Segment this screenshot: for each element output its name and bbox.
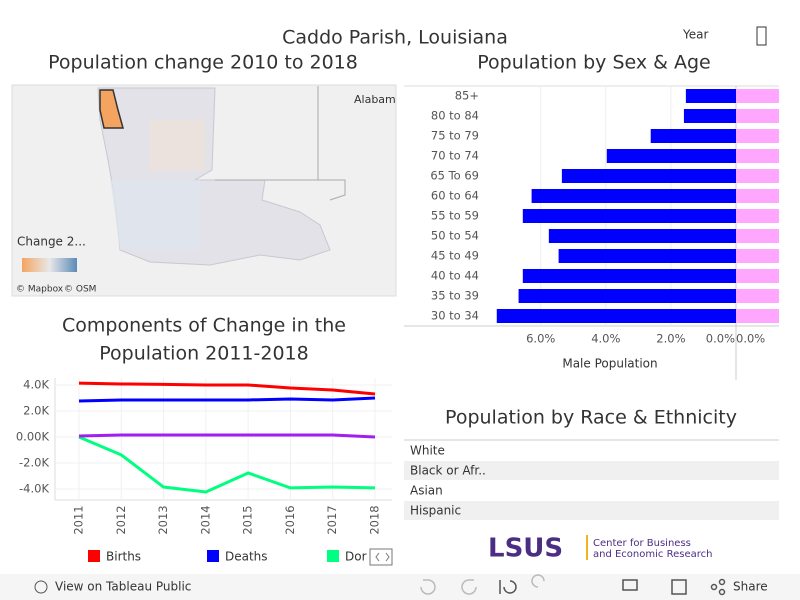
y-tick-label: 85+ bbox=[455, 89, 479, 103]
y-tick-label: 35 to 39 bbox=[431, 289, 479, 303]
chart-title: Population 2011-2018 bbox=[99, 343, 308, 365]
female-bar bbox=[736, 289, 779, 303]
legend-label: Deaths bbox=[225, 550, 268, 564]
logo-name: LSUS bbox=[488, 534, 563, 564]
x-tick-label: 2012 bbox=[114, 505, 128, 534]
female-bar bbox=[736, 309, 779, 323]
map[interactable]: Alabam Change 2... © Mapbox © OSM bbox=[11, 84, 397, 297]
female-bar bbox=[736, 189, 779, 203]
dashboard-title: Caddo Parish, Louisiana bbox=[282, 27, 508, 49]
legend-swatch bbox=[327, 550, 339, 562]
x-axis-label: Male Population bbox=[562, 357, 657, 371]
male-bar bbox=[683, 109, 736, 123]
female-bar bbox=[736, 149, 779, 163]
race-title: Population by Race & Ethnicity bbox=[445, 407, 737, 429]
x-tick-label: 2014 bbox=[198, 505, 212, 534]
race-row: Black or Afr.. bbox=[410, 464, 486, 478]
logo-text: Center for Business bbox=[593, 538, 691, 549]
male-bar bbox=[561, 169, 736, 183]
y-tick-label: 0.00K bbox=[16, 429, 50, 443]
x-tick-label: 2.0% bbox=[656, 332, 685, 346]
female-pane bbox=[736, 89, 779, 323]
male-bar bbox=[522, 209, 736, 223]
header-cover bbox=[0, 0, 800, 27]
series-line bbox=[78, 433, 376, 439]
y-tick-label: 60 to 64 bbox=[431, 189, 479, 203]
legend-scroll[interactable] bbox=[369, 548, 393, 566]
race-row: White bbox=[410, 444, 445, 458]
female-bar bbox=[736, 129, 779, 143]
female-bar bbox=[736, 169, 779, 183]
female-bar bbox=[736, 209, 779, 223]
toolbar bbox=[0, 574, 800, 600]
x-tick-label: 6.0% bbox=[526, 332, 555, 346]
map-credit: © Mapbox bbox=[16, 285, 64, 295]
y-tick-label: 70 to 74 bbox=[431, 149, 479, 163]
y-tick-label: 75 to 79 bbox=[431, 129, 479, 143]
y-tick-label: 65 To 69 bbox=[430, 169, 479, 183]
x-tick-label: 2013 bbox=[156, 505, 170, 534]
y-tick-label: 40 to 44 bbox=[431, 269, 479, 283]
y-tick-label: 45 to 49 bbox=[431, 249, 479, 263]
male-bar bbox=[548, 229, 736, 243]
male-bar bbox=[518, 289, 736, 303]
map-title: Population change 2010 to 2018 bbox=[48, 52, 358, 74]
female-bar bbox=[736, 249, 779, 263]
table-row-band bbox=[404, 501, 779, 520]
x-tick-label: 2011 bbox=[72, 505, 86, 534]
view-link[interactable]: View on Tableau Public bbox=[55, 580, 191, 594]
legend-swatch bbox=[88, 550, 100, 562]
female-bar bbox=[736, 109, 779, 123]
tableau-icon[interactable] bbox=[34, 580, 48, 594]
female-bar bbox=[736, 269, 779, 283]
y-tick-label: -2.0K bbox=[19, 455, 49, 469]
chart-title: Components of Change in the bbox=[62, 315, 346, 337]
male-bar bbox=[685, 89, 736, 103]
x-tick-label: 4.0% bbox=[591, 332, 620, 346]
legend-label: Dor bbox=[345, 550, 367, 564]
y-tick-label: 55 to 59 bbox=[431, 209, 479, 223]
filter-dropdown[interactable] bbox=[756, 26, 767, 46]
x-tick-label: 2016 bbox=[283, 505, 297, 534]
logo-text: and Economic Research bbox=[593, 549, 712, 560]
series-line bbox=[78, 435, 376, 494]
male-bar bbox=[650, 129, 736, 143]
chart-title: Population by Sex & Age bbox=[477, 52, 711, 74]
female-bar bbox=[736, 229, 779, 243]
x-tick-label: 0.0% bbox=[706, 332, 735, 346]
toolbar-icons[interactable] bbox=[420, 574, 726, 596]
y-tick-label: 80 to 84 bbox=[431, 109, 479, 123]
share-button[interactable]: Share bbox=[733, 580, 768, 594]
male-bar bbox=[606, 149, 736, 163]
x-tick-label: 2018 bbox=[368, 505, 382, 534]
map-place-label: Alabam bbox=[354, 93, 396, 106]
race-row: Asian bbox=[410, 484, 443, 498]
male-bar bbox=[558, 249, 736, 263]
x-tick-label: 0.0% bbox=[736, 332, 765, 346]
map-legend-title: Change 2... bbox=[17, 235, 86, 249]
legend-cover bbox=[368, 546, 398, 566]
map-credit: © OSM bbox=[64, 285, 96, 295]
legend-label: Births bbox=[106, 550, 141, 564]
y-tick-label: 30 to 34 bbox=[431, 309, 479, 323]
male-bar bbox=[531, 189, 736, 203]
female-bar bbox=[736, 89, 779, 103]
y-tick-label: 2.0K bbox=[23, 404, 49, 418]
x-tick-label: 2015 bbox=[241, 505, 255, 534]
race-row: Hispanic bbox=[410, 504, 461, 518]
male-bar bbox=[496, 309, 736, 323]
x-tick-label: 2017 bbox=[325, 505, 339, 534]
y-tick-label: 50 to 54 bbox=[431, 229, 479, 243]
table-row-band bbox=[404, 461, 779, 480]
male-bar bbox=[522, 269, 736, 283]
y-tick-label: 4.0K bbox=[23, 378, 49, 392]
series-line bbox=[78, 396, 376, 403]
series-line bbox=[78, 381, 376, 396]
filter-label: Year bbox=[682, 28, 708, 42]
legend-swatch bbox=[207, 550, 219, 562]
y-tick-label: -4.0K bbox=[19, 481, 49, 495]
